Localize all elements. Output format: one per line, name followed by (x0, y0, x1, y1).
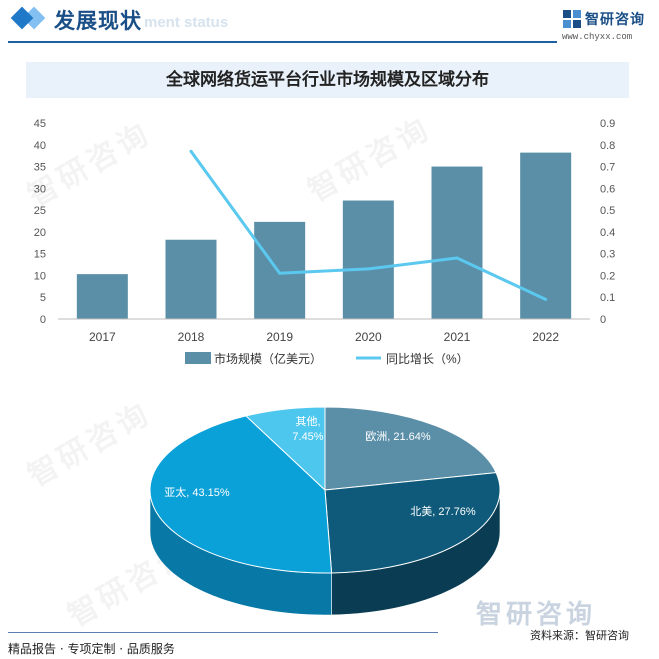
bar (520, 153, 571, 319)
y-right-tick-label: 0.5 (600, 205, 615, 217)
brand-logo-icon (562, 9, 582, 29)
y-left-tick-label: 40 (34, 140, 46, 152)
y-right-tick-label: 0.3 (600, 249, 615, 261)
y-left-tick-label: 45 (34, 118, 46, 130)
y-right-tick-label: 0.7 (600, 162, 615, 174)
y-right-tick-label: 0.8 (600, 140, 615, 152)
chart-title: 全球网络货运平台行业市场规模及区域分布 (26, 62, 629, 98)
footer-divider (8, 632, 438, 633)
y-left-tick-label: 30 (34, 183, 46, 195)
bar (343, 201, 394, 319)
pie-slice-label: 欧洲, 21.64% (365, 430, 431, 443)
y-left-tick-label: 15 (34, 249, 46, 261)
growth-point (544, 298, 547, 301)
bar (432, 167, 483, 319)
x-tick-label: 2017 (89, 330, 116, 344)
bar (166, 240, 217, 319)
pie-chart: 欧洲, 21.64% 北美, 27.76% 亚太, 43.15% 其他, 7.45% (0, 395, 659, 625)
x-tick-label: 2022 (532, 330, 559, 344)
y-right-tick-label: 0.9 (600, 118, 615, 130)
y-right-tick-label: 0 (600, 314, 606, 326)
y-left-tick-label: 20 (34, 227, 46, 239)
y-left-tick-label: 25 (34, 205, 46, 217)
pie-slice-label: 其他, (295, 415, 320, 428)
growth-point (190, 150, 193, 153)
pie-slice-label: 亚太, 43.15% (164, 486, 230, 499)
y-left-tick-label: 0 (40, 314, 46, 326)
pie-slice-label: 北美, 27.76% (410, 505, 476, 518)
y-right-tick-label: 0.2 (600, 270, 615, 282)
x-tick-label: 2019 (266, 330, 293, 344)
brand-url: www.chyxx.com (562, 32, 632, 42)
y-left-tick-label: 10 (34, 270, 46, 282)
x-tick-label: 2020 (355, 330, 382, 344)
y-right-tick-label: 0.1 (600, 292, 615, 304)
header-subtitle: ment status (144, 14, 228, 31)
header-divider (8, 41, 557, 43)
bar (254, 222, 305, 319)
y-left-tick-label: 5 (40, 292, 46, 304)
x-tick-label: 2018 (178, 330, 205, 344)
growth-point (367, 267, 370, 270)
legend-swatch-bar (185, 352, 211, 364)
growth-point (278, 272, 281, 275)
pie-slice-label: 7.45% (292, 431, 323, 443)
data-source: 资料来源：智研咨询 (530, 627, 629, 643)
legend-label-bar: 市场规模（亿美元） (214, 351, 322, 366)
bar-line-chart: 0 5 10 15 20 25 30 35 40 45 0 0.1 0.2 0.3 0.4 0.5 0.6 0.7… (0, 105, 659, 380)
y-left-tick-label: 35 (34, 162, 46, 174)
footer-slogan: 精品报告 · 专项定制 · 品质服务 (8, 640, 175, 657)
bar (77, 274, 128, 319)
footer-logo: 智研咨询 (476, 594, 596, 631)
section-title: 发展现状 (54, 5, 142, 35)
y-right-tick-label: 0.6 (600, 183, 615, 195)
y-right-tick-label: 0.4 (600, 227, 615, 239)
section-header: ment status 发展现状 智研咨询 www.chyxx.com (0, 0, 659, 44)
growth-point (456, 257, 459, 260)
x-tick-label: 2021 (444, 330, 471, 344)
legend-label-line: 同比增长（%） (386, 352, 469, 366)
brand-name: 智研咨询 (585, 9, 645, 29)
